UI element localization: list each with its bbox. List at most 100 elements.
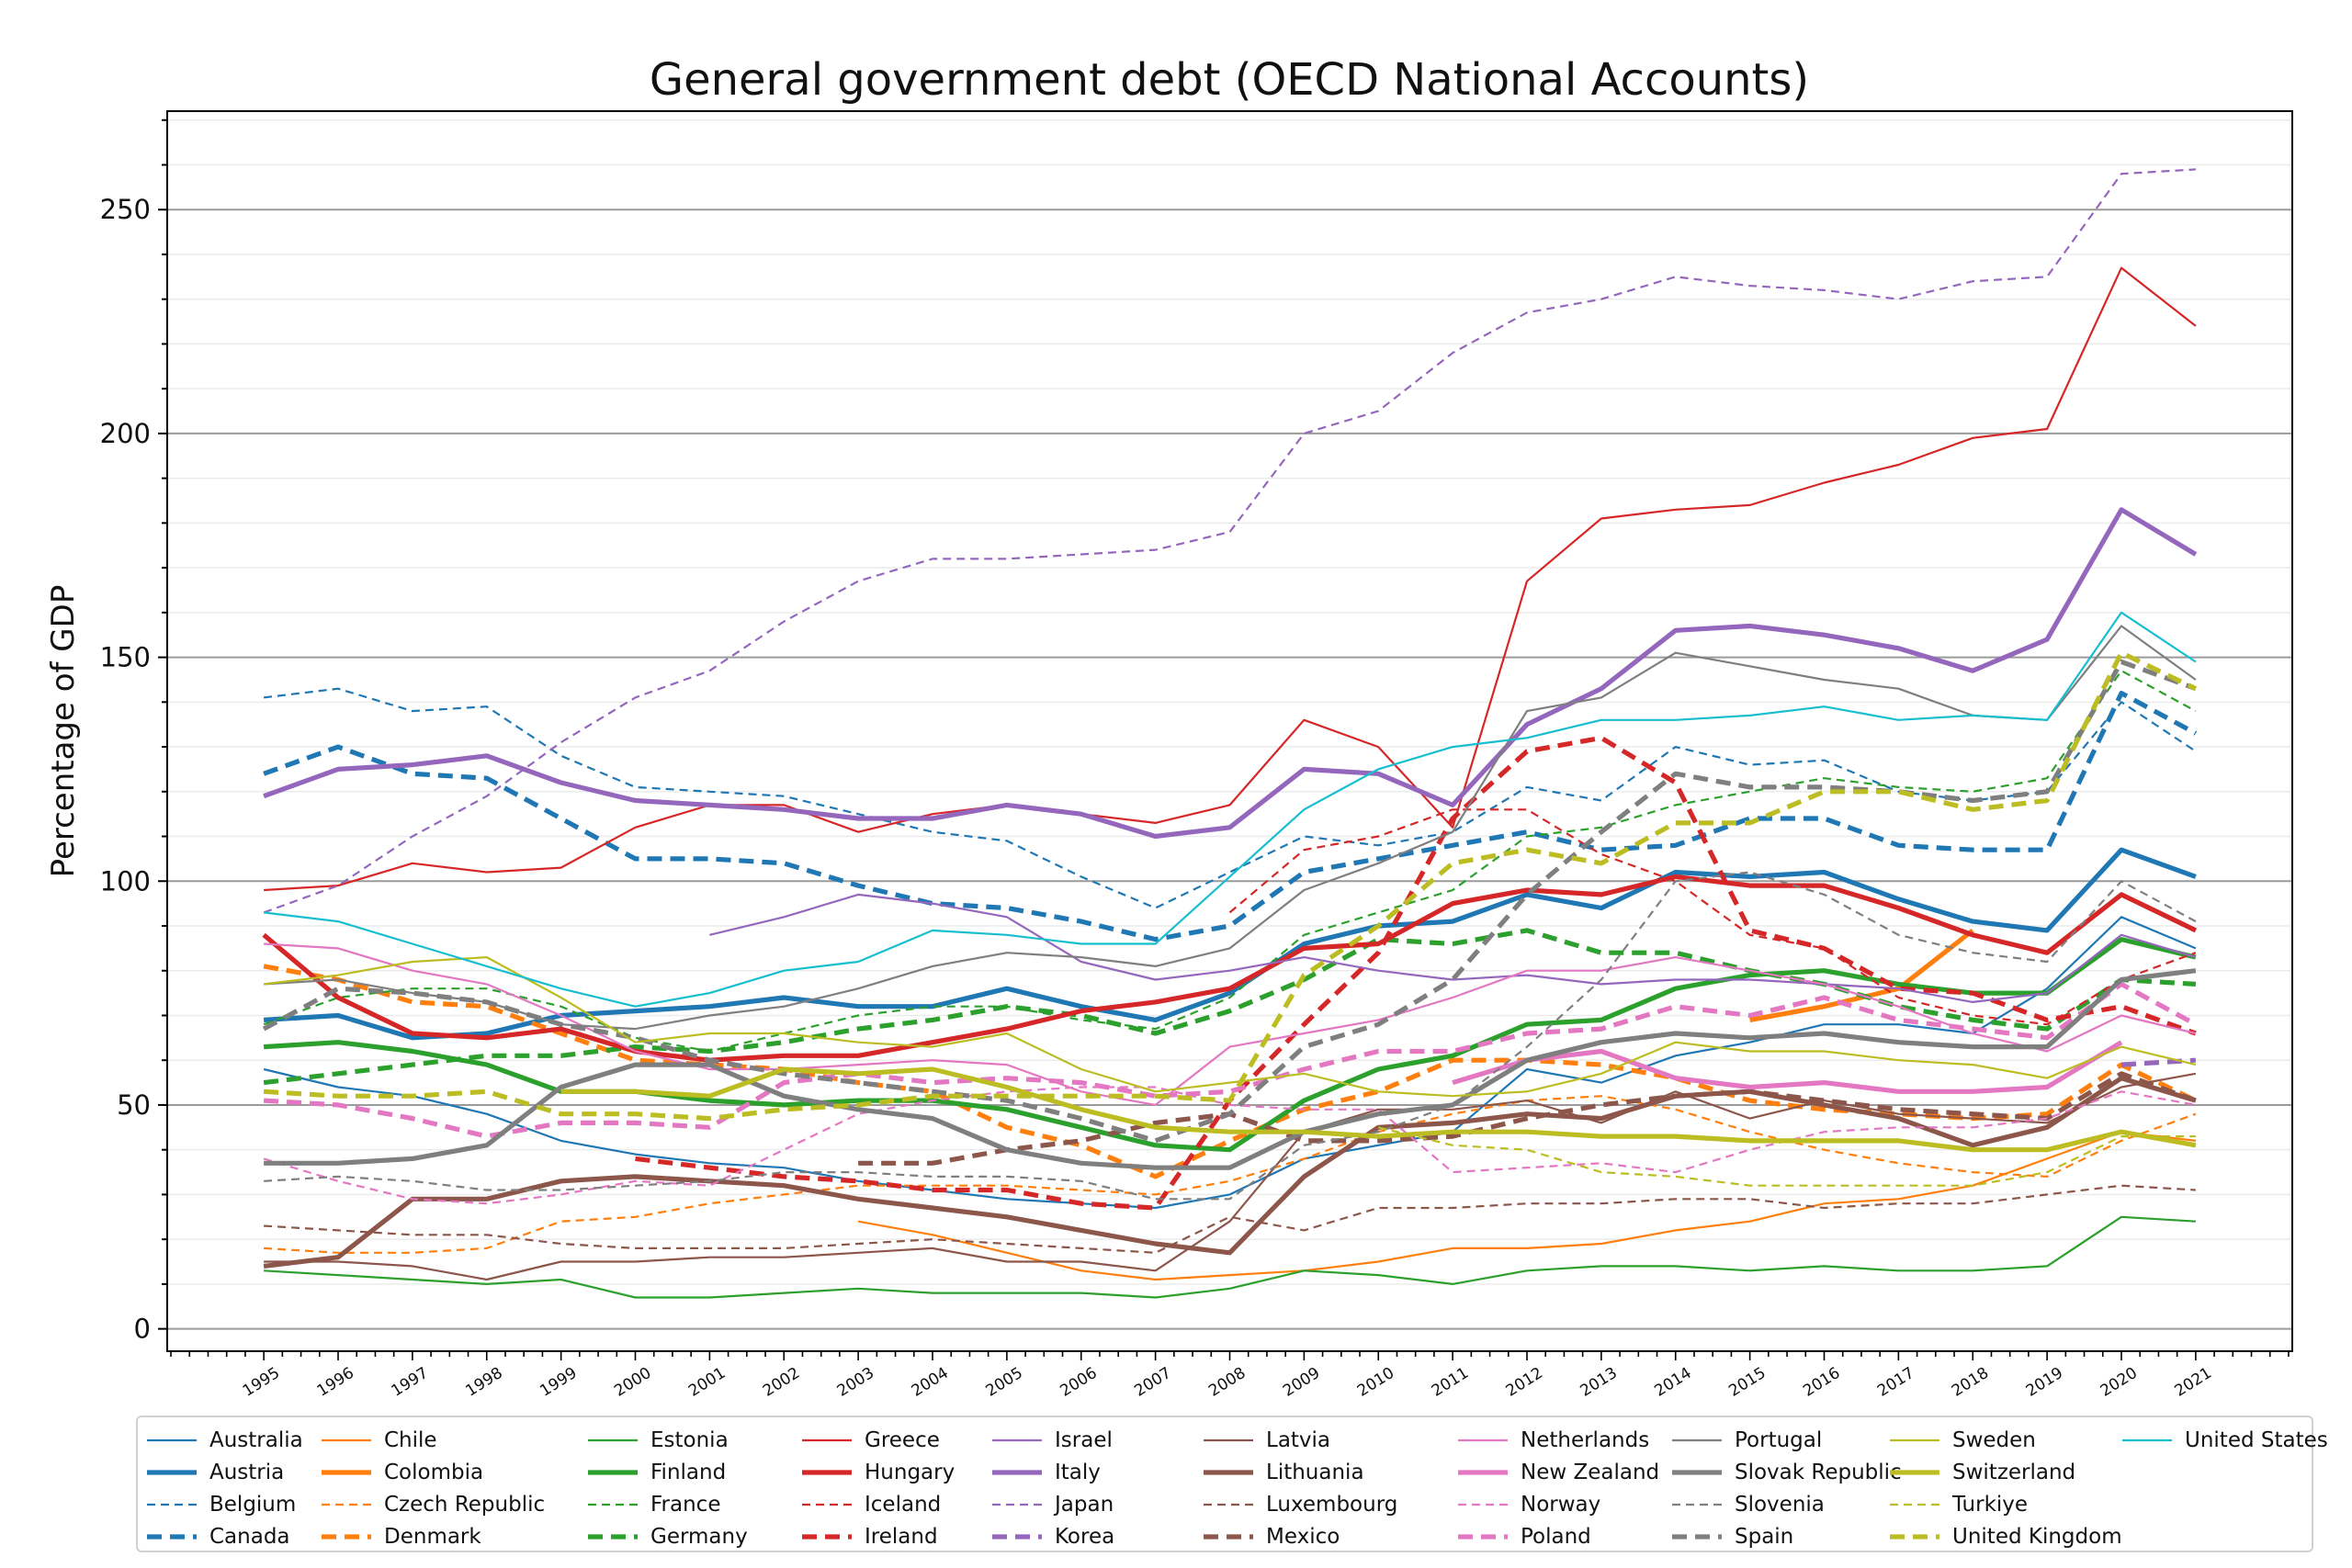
legend-item-united-kingdom: United Kingdom [1888,1521,2122,1552]
legend-item-france: France [586,1489,720,1520]
legend-label: Hungary [865,1461,956,1484]
legend-label: Italy [1055,1461,1101,1484]
legend-swatch [588,1470,638,1475]
legend-swatch [1890,1438,1939,1442]
series-line-sweden [263,955,2197,1098]
legend-label: France [650,1493,721,1517]
grid-lines [167,118,2292,1330]
legend-label: Denmark [384,1525,481,1549]
legend-label: Finland [650,1461,727,1484]
y-tick-label: 250 [100,194,151,225]
series-line-italy [263,507,2198,840]
legend-item-netherlands: Netherlands [1456,1425,1649,1456]
legend-item-slovak-republic: Slovak Republic [1670,1457,1902,1488]
series-line-estonia [264,1215,2196,1299]
legend-label: Poland [1521,1525,1591,1549]
series-line-austria [263,847,2197,1041]
legend-swatch [802,1534,852,1540]
legend-item-germany: Germany [586,1521,748,1552]
legend-swatch [1204,1470,1253,1475]
legend-swatch [1458,1503,1508,1506]
series-line-spain [262,659,2197,1144]
legend-label: Korea [1055,1525,1115,1549]
legend-item-latvia: Latvia [1202,1425,1330,1456]
legend-swatch [1204,1438,1253,1442]
series-line-germany [263,928,2197,1086]
legend-swatch [1458,1470,1508,1475]
legend-item-israel: Israel [990,1425,1113,1456]
series-line-belgium [263,687,2197,909]
legend-label: Colombia [384,1461,484,1484]
legend-swatch [322,1438,371,1442]
y-axis-label: Percentage of GDP [45,585,82,878]
legend-item-lithuania: Lithuania [1202,1457,1364,1488]
legend-swatch [1672,1438,1722,1442]
legend-item-belgium: Belgium [145,1489,296,1520]
series-line-hungary [262,874,2198,1063]
legend-swatch [802,1470,852,1475]
legend-swatch [147,1534,197,1540]
legend-item-spain: Spain [1670,1521,1793,1552]
series-line-new-zealand [1452,1040,2123,1094]
legend-swatch [1890,1470,1939,1475]
legend-item-greece: Greece [800,1425,940,1456]
legend-label: Switzerland [1952,1461,2076,1484]
legend-swatch [1204,1534,1253,1540]
series-line-mexico [858,1071,2197,1166]
legend-swatch [992,1438,1042,1442]
legend-swatch [1890,1503,1939,1506]
legend-swatch [588,1438,638,1442]
legend-item-colombia: Colombia [320,1457,483,1488]
series-line-latvia [264,1072,2197,1281]
legend-label: Australia [209,1428,303,1452]
legend-item-switzerland: Switzerland [1888,1457,2075,1488]
legend-item-poland: Poland [1456,1521,1591,1552]
legend-label: Luxembourg [1266,1493,1398,1517]
legend-item-czech-republic: Czech Republic [320,1489,545,1520]
legend-swatch [147,1470,197,1475]
legend: Australia Austria Belgium Canada Chile Colomb… [136,1416,2328,1552]
legend-swatch [147,1438,197,1442]
legend-swatch [147,1503,197,1506]
series-line-turkiye [1377,1126,2196,1187]
legend-label: Iceland [865,1493,942,1517]
legend-label: Ireland [865,1525,938,1549]
legend-swatch [322,1534,371,1540]
legend-swatch [1672,1534,1722,1540]
legend-item-estonia: Estonia [586,1425,729,1456]
legend-label: Norway [1521,1493,1601,1517]
legend-swatch [1672,1470,1722,1475]
legend-label: Portugal [1735,1428,1823,1452]
legend-swatch [992,1470,1042,1475]
series-line-poland [263,981,2198,1139]
legend-item-austria: Austria [145,1457,284,1488]
y-tick-label: 0 [134,1314,151,1345]
legend-item-chile: Chile [320,1425,437,1456]
series-line-luxembourg [264,1184,2196,1254]
legend-label: New Zealand [1521,1461,1660,1484]
series-line-norway [263,1086,2197,1205]
legend-item-united-states: United States [2120,1425,2328,1456]
y-tick-label: 150 [100,642,151,673]
legend-swatch [1458,1534,1508,1540]
series-line-ireland [635,735,2197,1211]
legend-swatch [2122,1438,2172,1442]
series-line-korea [2120,1057,2197,1067]
legend-item-hungary: Hungary [800,1457,955,1488]
series-lines [262,168,2198,1299]
legend-item-mexico: Mexico [1202,1521,1340,1552]
legend-swatch [588,1534,638,1540]
series-line-slovenia [264,871,2197,1201]
legend-label: Estonia [650,1428,729,1452]
series-line-netherlands [264,942,2197,1107]
legend-label: Czech Republic [384,1493,546,1517]
legend-label: Slovak Republic [1735,1461,1902,1484]
y-tick-label: 50 [117,1089,151,1121]
legend-item-japan: Japan [990,1489,1114,1520]
legend-swatch [1458,1438,1508,1442]
legend-label: Greece [865,1428,940,1452]
legend-swatch [322,1503,371,1506]
legend-swatch [1204,1503,1253,1506]
y-tick-label: 100 [100,865,151,897]
legend-item-australia: Australia [145,1425,303,1456]
